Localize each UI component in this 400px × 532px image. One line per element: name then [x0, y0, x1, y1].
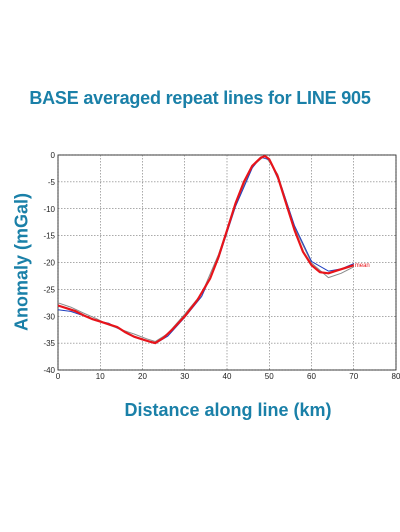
series-line-mean — [57, 155, 355, 345]
chart-title: BASE averaged repeat lines for LINE 905 — [29, 88, 371, 108]
x-tick-label: 70 — [349, 372, 358, 381]
y-tick-label: -10 — [43, 205, 55, 214]
y-tick-label: -20 — [43, 259, 55, 268]
series-lines — [57, 155, 355, 345]
y-tick-label: -5 — [48, 178, 56, 187]
y-tick-label: -15 — [43, 232, 55, 241]
x-tick-label: 60 — [307, 372, 316, 381]
y-tick-label: 0 — [51, 151, 56, 160]
x-tick-label: 0 — [56, 372, 61, 381]
x-tick-label: 40 — [223, 372, 232, 381]
y-tick-label: -40 — [43, 366, 55, 375]
mean-annotation: mean — [355, 263, 370, 269]
x-tick-label: 30 — [180, 372, 189, 381]
x-tick-label: 20 — [138, 372, 147, 381]
axis-ticks: 0 10 20 30 40 50 60 70 80 0 -5 -10 -15 -20 -25 -30 -35 -4… — [43, 151, 400, 381]
x-axis-title: Distance along line (km) — [124, 400, 332, 420]
grid-lines — [57, 154, 397, 371]
x-tick-label: 50 — [265, 372, 274, 381]
x-tick-label: 80 — [392, 372, 400, 381]
y-axis-title-text: Anomaly (mGal) — [11, 192, 32, 332]
y-tick-label: -35 — [43, 339, 55, 348]
y-tick-label: -25 — [43, 285, 55, 294]
x-tick-label: 10 — [96, 372, 105, 381]
y-tick-label: -30 — [43, 312, 55, 321]
